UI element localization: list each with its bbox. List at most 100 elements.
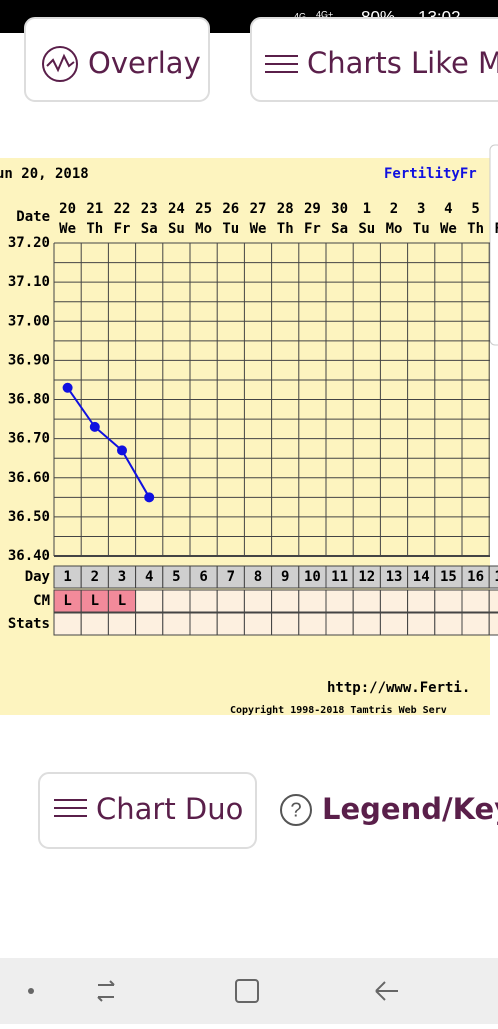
filter-icon — [265, 55, 298, 73]
row-cell — [488, 612, 498, 636]
day-number: 14 — [413, 569, 430, 585]
day-number: 1 — [63, 569, 71, 585]
row-cell — [379, 589, 409, 613]
temperature-line — [66, 387, 151, 498]
weekday: Su — [358, 221, 375, 237]
day-number: 13 — [386, 569, 403, 585]
copyright: Copyright 1998-2018 Tamtris Web Serv — [230, 704, 447, 716]
row-cell — [216, 589, 245, 613]
date: 20 — [59, 201, 76, 217]
row-cell — [243, 612, 273, 636]
row-cell — [325, 612, 354, 636]
day-number: 4 — [145, 569, 153, 585]
weekday: We — [440, 221, 457, 237]
date: 25 — [195, 201, 212, 217]
weekday: We — [59, 221, 76, 237]
chart-duo-button[interactable] — [38, 772, 257, 849]
date-label: Date — [16, 209, 50, 225]
cm-value: L — [63, 593, 71, 609]
weekday: Mo — [195, 221, 212, 237]
weekday: Th — [86, 221, 103, 237]
temperature-point — [62, 382, 73, 393]
row-cell — [271, 589, 300, 613]
temperature-point — [117, 445, 127, 456]
date: 4 — [444, 201, 452, 217]
day-number: 16 — [467, 569, 484, 585]
temperature-point — [144, 492, 155, 503]
weekday: Tu — [413, 221, 430, 237]
date: 22 — [114, 201, 131, 217]
y-tick-label: 37.20 — [8, 235, 50, 251]
weekday: Sa — [331, 221, 348, 237]
cm-value: L — [91, 593, 99, 609]
row-cell — [271, 612, 300, 636]
weekday: Fr — [114, 221, 131, 237]
nav-home[interactable] — [235, 979, 259, 1003]
row-cell — [298, 589, 327, 613]
row-cell — [243, 589, 273, 613]
weekday: Tu — [222, 221, 239, 237]
weekday: Th — [467, 221, 484, 237]
nav-bar — [0, 958, 498, 1024]
y-tick-label: 37.10 — [8, 274, 50, 290]
header-date: un 20, 2018 — [0, 166, 89, 182]
day-number: 10 — [304, 569, 321, 585]
nav-dot[interactable] — [28, 988, 34, 994]
legend-label[interactable]: Legend/Key — [322, 792, 498, 826]
date: 24 — [168, 201, 185, 217]
day-number: 6 — [199, 569, 207, 585]
weekday: Mo — [386, 221, 403, 237]
row-cell — [352, 589, 381, 613]
date: 29 — [304, 201, 321, 217]
overlay-icon — [42, 46, 78, 82]
charts-like-label: Charts Like M — [307, 46, 498, 80]
row-cell — [162, 612, 191, 636]
date: 21 — [86, 201, 103, 217]
row-cell — [189, 589, 218, 613]
day-number: 17 — [494, 569, 498, 585]
chart-duo-label: Chart Duo — [96, 792, 243, 826]
row-cell — [434, 612, 463, 636]
help-icon[interactable] — [280, 794, 312, 826]
weekday: We — [250, 221, 267, 237]
row-cell — [107, 612, 137, 636]
row-cell — [135, 612, 164, 636]
nav-back[interactable] — [375, 981, 398, 1001]
day-number: 5 — [172, 569, 180, 585]
row-label: Day — [25, 569, 51, 585]
y-tick-label: 36.70 — [8, 431, 50, 447]
side-handle — [489, 144, 498, 346]
y-tick-label: 36.40 — [8, 548, 50, 564]
day-number: 12 — [358, 569, 375, 585]
date: 27 — [250, 201, 267, 217]
weekday: Sa — [141, 221, 158, 237]
row-cell — [434, 589, 463, 613]
date: 30 — [331, 201, 348, 217]
overlay-label: Overlay — [88, 46, 201, 80]
row-cell — [53, 612, 82, 636]
date: 26 — [222, 201, 239, 217]
date: 5 — [471, 201, 479, 217]
day-number: 11 — [331, 569, 348, 585]
temperature-point — [89, 421, 100, 432]
weekday: Su — [168, 221, 185, 237]
overlay-button[interactable] — [24, 17, 210, 102]
row-cell — [80, 612, 109, 636]
brand: FertilityFr — [384, 166, 477, 182]
date: 23 — [141, 201, 158, 217]
row-cell — [325, 589, 354, 613]
y-tick-label: 37.00 — [8, 313, 50, 329]
y-tick-label: 36.80 — [8, 392, 50, 408]
url: http://www.Ferti. — [327, 680, 470, 696]
row-cell — [407, 589, 436, 613]
day-number: 2 — [91, 569, 99, 585]
date: 28 — [277, 201, 294, 217]
charts-like-button[interactable] — [250, 17, 498, 102]
weekday: Fr — [304, 221, 321, 237]
y-tick-label: 36.60 — [8, 470, 50, 486]
row-cell — [189, 612, 218, 636]
nav-recent[interactable] — [97, 980, 115, 1002]
overlay-icon-line — [46, 53, 75, 73]
